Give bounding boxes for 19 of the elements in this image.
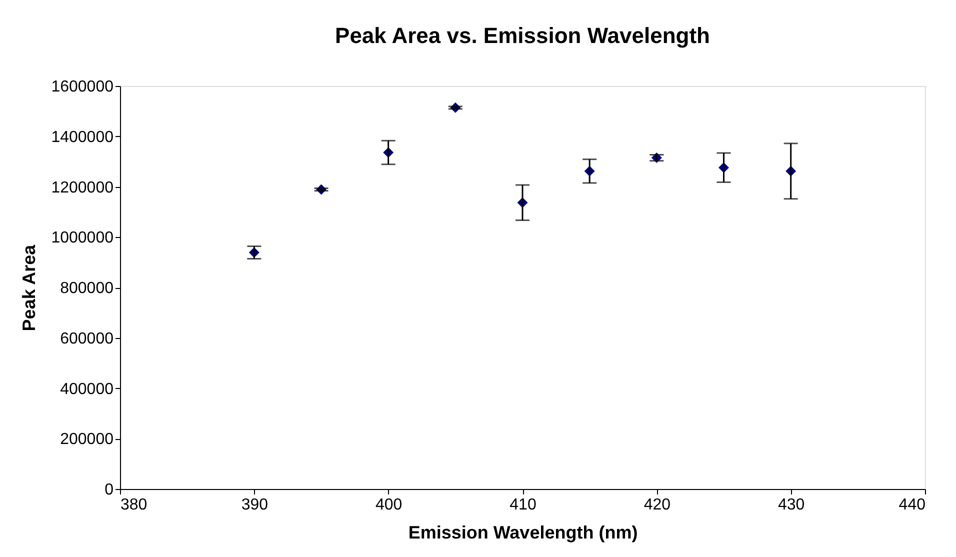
y-tick-label: 800000 [60,280,114,297]
x-tick-label: 400 [375,496,402,514]
y-tick-label: 1600000 [51,78,114,96]
x-tick-label: 380 [120,496,148,514]
y-tick-label: 0 [104,482,114,498]
y-tick-label: 1400000 [51,128,114,146]
y-axis-title: Peak Area [19,244,40,332]
x-tick-label: 440 [898,496,926,514]
x-tick-label: 390 [241,496,268,514]
x-tick-label: 430 [778,496,805,514]
chart-title: Peak Area vs. Emission Wavelength [335,23,710,48]
y-tick-label: 200000 [60,431,114,448]
x-tick-label: 420 [644,496,671,514]
y-tick-label: 600000 [60,330,114,348]
y-tick-label: 1200000 [51,179,114,196]
x-axis-title: Emission Wavelength (nm) [408,522,638,542]
y-tick-label: 400000 [60,380,114,398]
y-tick-label: 1000000 [51,230,114,247]
x-tick-label: 410 [510,496,536,514]
